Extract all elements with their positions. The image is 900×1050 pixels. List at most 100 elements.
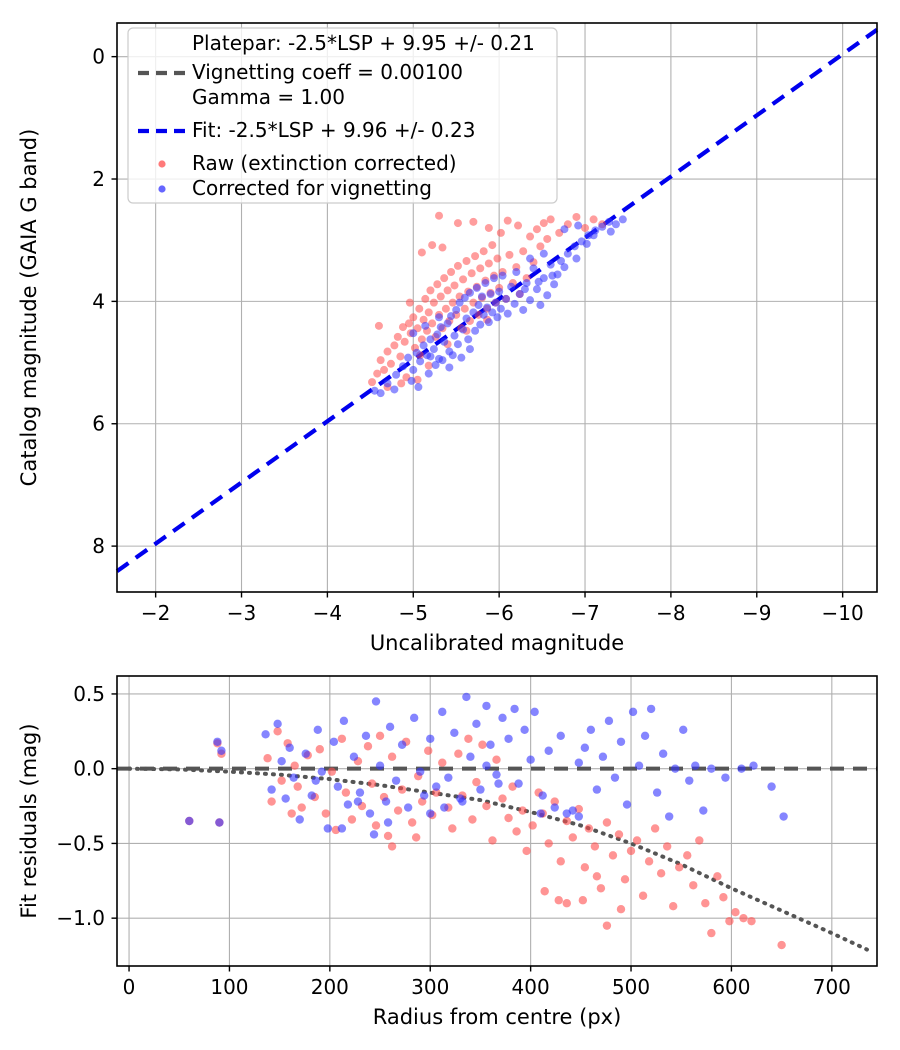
data-point [707, 764, 716, 773]
data-point [471, 326, 480, 335]
data-point [731, 907, 740, 917]
data-point [467, 269, 476, 278]
data-point [355, 788, 365, 797]
data-point [568, 833, 577, 842]
data-point [393, 806, 403, 815]
data-point [289, 773, 298, 782]
data-point [472, 719, 481, 729]
data-point [409, 329, 418, 338]
data-point [602, 818, 612, 827]
xticklabel-top-4: −6 [484, 601, 513, 625]
data-point [640, 731, 650, 740]
data-point [546, 260, 555, 269]
data-point [290, 761, 299, 770]
data-point [482, 801, 491, 811]
data-point [329, 737, 339, 746]
data-point [471, 252, 480, 261]
data-point [634, 761, 644, 770]
data-point [349, 752, 359, 761]
data-point [592, 785, 602, 794]
xticklabel-top-3: −5 [399, 601, 428, 625]
data-point [371, 697, 381, 706]
data-point [337, 824, 347, 833]
data-point [462, 692, 471, 702]
data-point [544, 839, 553, 848]
data-point [416, 767, 425, 776]
data-point [460, 304, 469, 313]
data-point [419, 341, 428, 350]
data-point [493, 313, 502, 322]
data-point [385, 722, 395, 732]
xaxis-label-bottom: Radius from centre (px) [373, 1005, 622, 1029]
data-point [365, 809, 375, 818]
data-point [543, 234, 552, 243]
data-point [512, 827, 521, 836]
xticklabel-top-1: −3 [227, 601, 256, 625]
data-point [689, 881, 698, 890]
data-point [321, 809, 331, 818]
data-point [397, 785, 407, 794]
data-point [297, 803, 306, 812]
data-point [482, 701, 491, 711]
data-point [482, 761, 491, 770]
data-point [695, 836, 704, 845]
data-point [426, 734, 435, 743]
legend-label-4: Raw (extinction corrected) [192, 151, 457, 175]
data-point [307, 791, 316, 800]
data-point [530, 707, 539, 717]
data-point [589, 215, 598, 224]
data-point [421, 321, 430, 330]
legend-marker-4 [158, 160, 166, 168]
data-point [454, 749, 463, 758]
legend-label-0: Platepar: -2.5*LSP + 9.95 +/- 0.21 [192, 31, 535, 55]
data-point [409, 365, 418, 374]
data-point [369, 830, 379, 839]
data-point [536, 301, 545, 310]
data-point [749, 761, 758, 770]
data-point [285, 743, 294, 752]
data-point [433, 330, 442, 339]
data-point [428, 241, 437, 250]
data-point [435, 313, 444, 322]
data-point [503, 216, 512, 225]
xaxis-label-top: Uncalibrated magnitude [370, 631, 624, 655]
data-point [481, 279, 490, 288]
data-point [450, 331, 459, 340]
data-point [267, 785, 276, 794]
data-point [438, 758, 447, 767]
data-point [483, 303, 492, 312]
data-point [386, 359, 395, 368]
data-point [295, 815, 304, 824]
data-point [426, 286, 435, 295]
data-point [317, 767, 327, 776]
data-point [419, 315, 428, 324]
data-point [572, 254, 581, 263]
data-point [489, 274, 498, 283]
data-point [380, 365, 389, 374]
data-point [598, 222, 607, 231]
data-point [737, 764, 746, 773]
data-point [638, 891, 648, 900]
legend-label-3: Fit: -2.5*LSP + 9.96 +/- 0.23 [192, 118, 475, 142]
data-point [440, 803, 449, 812]
data-point [457, 353, 466, 362]
data-point [397, 379, 406, 388]
data-point [596, 884, 606, 893]
data-point [464, 734, 473, 743]
data-point [580, 863, 590, 872]
data-point [469, 308, 478, 317]
data-point [375, 761, 385, 770]
data-point [455, 298, 464, 307]
data-point [440, 337, 449, 346]
data-point [416, 357, 425, 366]
legend-label-2: Gamma = 1.00 [192, 85, 345, 109]
data-point [450, 728, 459, 737]
data-point [415, 304, 424, 313]
data-point [436, 292, 445, 301]
data-point [611, 220, 620, 229]
data-point [448, 824, 457, 833]
data-point [589, 231, 598, 240]
data-point [464, 335, 473, 344]
data-point [496, 304, 505, 313]
data-point [474, 301, 483, 310]
